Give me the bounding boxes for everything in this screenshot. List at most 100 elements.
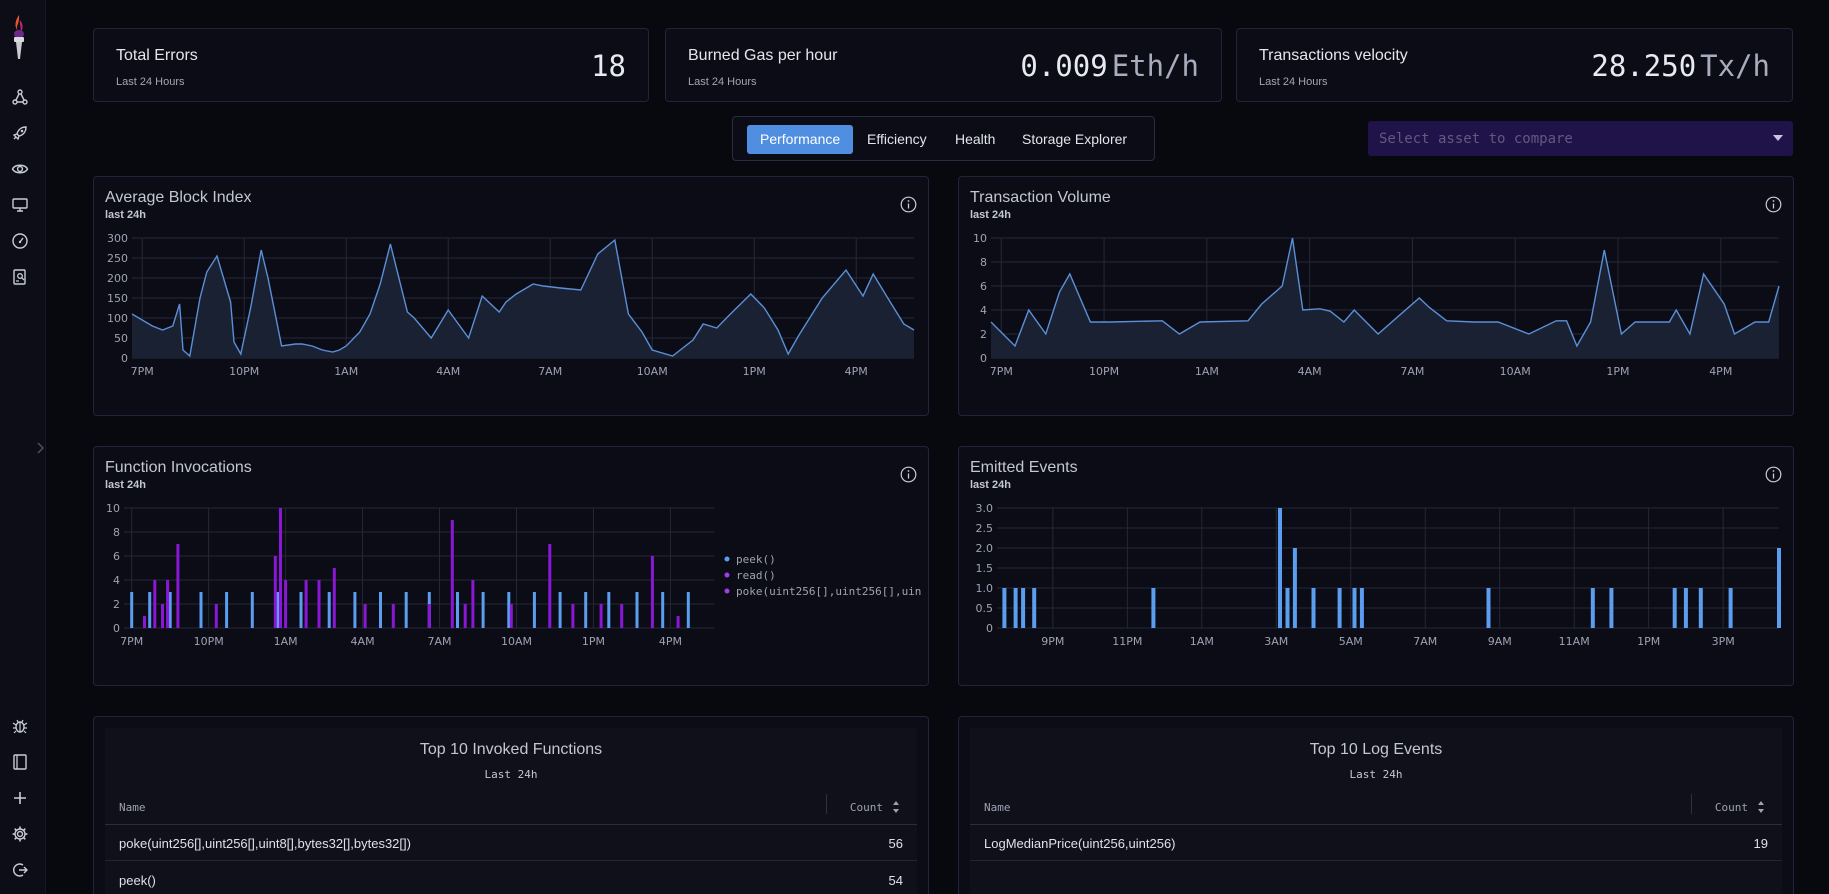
stat-unit: Tx/h [1700, 49, 1770, 83]
bar [1285, 588, 1290, 628]
x-tick-label: 1AM [334, 365, 358, 378]
panel-title: Average Block Index [105, 189, 252, 206]
y-tick-label: 0 [121, 352, 128, 365]
x-tick-label: 10AM [637, 365, 668, 378]
bar [1292, 548, 1297, 628]
y-tick-label: 10 [973, 232, 987, 245]
bar [176, 544, 180, 628]
x-tick-label: 1AM [1190, 635, 1214, 648]
column-header-count[interactable]: Count [849, 801, 883, 814]
x-tick-label: 4PM [1709, 365, 1732, 378]
bar [391, 604, 395, 628]
y-tick-label: 6 [980, 280, 987, 293]
bar [250, 592, 254, 628]
compare-asset-select[interactable]: Select asset to compare [1368, 121, 1793, 156]
x-tick-label: 1AM [274, 635, 298, 648]
panel-subtitle: last 24h [970, 479, 1011, 491]
row-name: peek() [119, 873, 156, 888]
stat-value-number: 18 [591, 49, 626, 83]
logout-icon[interactable] [11, 861, 29, 879]
rocket-icon[interactable] [11, 124, 29, 142]
bar [1698, 588, 1703, 628]
info-icon[interactable] [900, 466, 917, 483]
x-tick-label: 1PM [582, 635, 605, 648]
chevron-down-icon[interactable] [1773, 135, 1783, 141]
tab-efficiency[interactable]: Efficiency [867, 131, 927, 147]
x-tick-label: 7AM [428, 635, 452, 648]
table-row[interactable]: poke(uint256[],uint256[],uint8[],bytes32… [105, 825, 917, 861]
tab-performance[interactable]: Performance [747, 125, 854, 154]
bar [558, 592, 562, 628]
stat-unit: Eth/h [1111, 49, 1199, 83]
bar [1359, 588, 1364, 628]
bar [1337, 588, 1342, 628]
graph-icon[interactable] [11, 88, 29, 106]
table-title: Top 10 Log Events [1309, 741, 1443, 758]
tab-health[interactable]: Health [955, 131, 996, 147]
column-header-count[interactable]: Count [1714, 801, 1748, 814]
report-icon[interactable] [11, 268, 29, 286]
bar [363, 604, 367, 628]
torch-logo-icon[interactable] [7, 12, 31, 62]
area-fill [132, 240, 914, 358]
gear-icon[interactable] [11, 825, 29, 843]
table-row[interactable]: LogMedianPrice(uint256,uint256) 19 [970, 825, 1782, 861]
y-tick-label: 1.0 [976, 582, 994, 595]
column-header-name[interactable]: Name [119, 801, 146, 814]
x-tick-label: 1AM [1195, 365, 1219, 378]
y-tick-label: 0 [986, 622, 993, 635]
chevron-right-icon[interactable] [36, 440, 50, 458]
sort-icon[interactable] [892, 800, 900, 814]
bar [686, 592, 690, 628]
plus-icon[interactable] [11, 789, 29, 807]
y-tick-label: 10 [106, 502, 120, 515]
panel-title: Function Invocations [105, 459, 252, 476]
compare-placeholder: Select asset to compare [1379, 131, 1573, 147]
x-tick-label: 7AM [1413, 635, 1437, 648]
info-icon[interactable] [1765, 196, 1782, 213]
bar [1002, 588, 1007, 628]
x-tick-label: 7PM [990, 365, 1013, 378]
bar [130, 592, 134, 628]
gauge-icon[interactable] [11, 232, 29, 250]
y-tick-label: 0 [980, 352, 987, 365]
bug-icon[interactable] [11, 717, 29, 735]
bar [1672, 588, 1677, 628]
tab-storage-explorer[interactable]: Storage Explorer [1022, 131, 1128, 147]
x-tick-label: 4PM [659, 635, 682, 648]
x-tick-label: 5AM [1339, 635, 1363, 648]
column-header-name[interactable]: Name [984, 801, 1011, 814]
bar [507, 592, 511, 628]
bar [148, 592, 152, 628]
x-tick-label: 7PM [120, 635, 143, 648]
info-icon[interactable] [900, 196, 917, 213]
bar [456, 592, 459, 628]
stat-title: Total Errors [116, 47, 198, 64]
table-row[interactable]: peek() 54 [105, 862, 917, 894]
info-icon[interactable] [1765, 466, 1782, 483]
bar [353, 592, 357, 628]
y-tick-label: 2.0 [976, 542, 994, 555]
bar [299, 592, 303, 628]
monitor-icon[interactable] [11, 196, 29, 214]
bar [404, 592, 408, 628]
y-tick-label: 8 [980, 256, 987, 269]
panel-subtitle: last 24h [105, 479, 146, 491]
panel-transaction-volume: Transaction Volume last 24h 0 2 4 6 8 10 7PM 10… [958, 176, 1794, 416]
book-icon[interactable] [11, 753, 29, 771]
bar [304, 580, 308, 628]
bar [463, 604, 467, 628]
bar [450, 520, 454, 628]
bar [143, 616, 146, 628]
sort-icon[interactable] [1757, 800, 1765, 814]
stat-value-number: 28.250 [1591, 49, 1697, 83]
eye-icon[interactable] [11, 160, 29, 178]
stat-subtitle: Last 24 Hours [688, 76, 757, 88]
bar [1728, 588, 1733, 628]
row-count: 54 [888, 873, 903, 888]
x-tick-label: 4AM [1298, 365, 1322, 378]
header-divider [105, 824, 917, 825]
table-container: Top 10 Invoked Functions Last 24h Name C… [105, 728, 917, 894]
bar [279, 508, 282, 628]
x-tick-label: 10AM [1500, 365, 1531, 378]
